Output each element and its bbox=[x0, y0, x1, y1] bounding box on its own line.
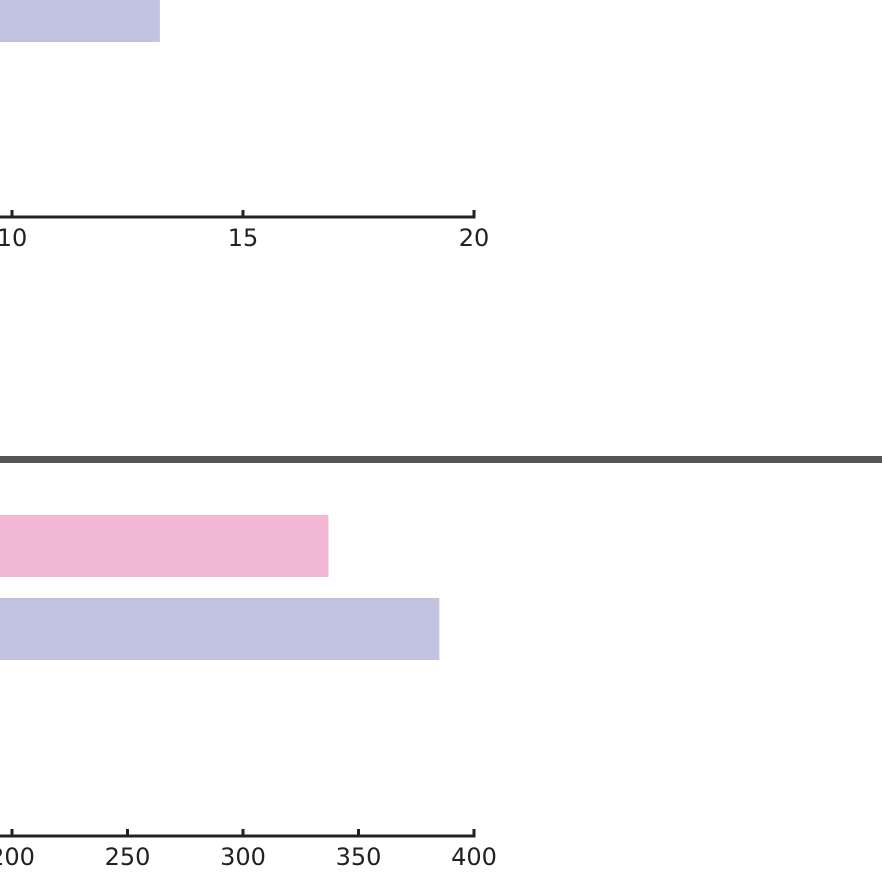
x-tick-label: 10 bbox=[0, 224, 27, 252]
x-tick-label: 20 bbox=[459, 224, 490, 252]
x-tick-label: 350 bbox=[336, 843, 382, 871]
x-tick-label: 200 bbox=[0, 843, 35, 871]
bar bbox=[0, 515, 329, 577]
separator bbox=[0, 456, 882, 463]
bar bbox=[0, 0, 160, 42]
bar bbox=[0, 598, 440, 660]
x-tick-label: 15 bbox=[228, 224, 259, 252]
x-tick-label: 250 bbox=[105, 843, 151, 871]
x-tick-label: 300 bbox=[220, 843, 266, 871]
x-tick-label: 400 bbox=[451, 843, 497, 871]
